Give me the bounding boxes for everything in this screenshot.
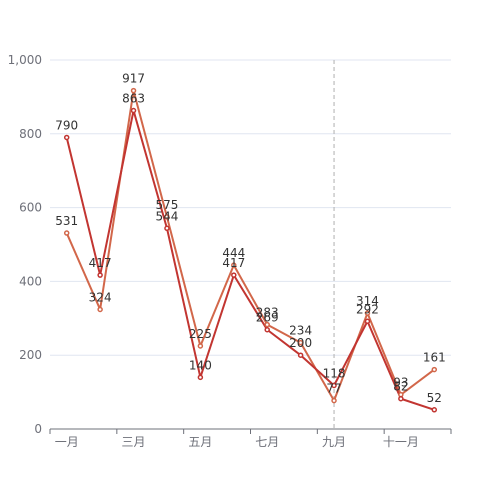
data-point: [364, 318, 371, 325]
data-point: [297, 352, 304, 358]
data-point: [231, 272, 237, 278]
y-tick-label: 1,000: [8, 53, 42, 67]
data-label: 140: [189, 358, 212, 372]
data-point: [197, 343, 204, 349]
y-tick-label: 800: [19, 127, 42, 141]
data-point: [331, 382, 337, 389]
data-label: 52: [427, 391, 442, 405]
data-point: [331, 397, 337, 404]
y-tick-label: 600: [19, 201, 42, 215]
data-point: [63, 134, 70, 141]
data-point: [97, 272, 103, 278]
data-label: 292: [356, 302, 379, 316]
x-tick-label: 五月: [188, 435, 212, 449]
data-point: [231, 262, 237, 268]
data-point: [431, 366, 438, 373]
x-tick-label: 三月: [122, 435, 146, 449]
x-tick-label: 七月: [255, 435, 279, 449]
data-label: 200: [289, 336, 312, 350]
data-label: 417: [222, 256, 245, 270]
data-label: 790: [55, 118, 78, 132]
data-point: [130, 107, 137, 114]
data-label: 417: [89, 256, 112, 270]
data-point: [63, 230, 70, 236]
data-point: [130, 87, 137, 94]
data-label: 544: [156, 209, 179, 223]
data-point: [431, 407, 438, 413]
y-tick-label: 400: [19, 274, 42, 288]
data-label: 225: [189, 327, 212, 341]
data-label: 77: [326, 382, 341, 396]
data-point: [164, 225, 170, 232]
x-tick-label: 九月: [322, 435, 346, 449]
data-label: 82: [393, 380, 408, 394]
data-label: 917: [122, 72, 145, 86]
x-tick-label: 十一月: [383, 435, 419, 449]
data-label: 575: [156, 198, 179, 212]
data-label: 234: [289, 324, 312, 338]
data-label: 161: [423, 351, 446, 365]
data-label: 314: [356, 294, 379, 308]
series-line-2: [65, 109, 435, 411]
data-point: [297, 339, 304, 346]
data-label: 531: [55, 214, 78, 228]
data-label: 444: [222, 246, 245, 260]
data-point: [197, 374, 204, 381]
data-label: 118: [323, 366, 346, 380]
data-label: 269: [256, 311, 279, 325]
x-tick-label: 一月: [55, 435, 79, 449]
data-point: [264, 326, 270, 333]
data-label: 324: [89, 290, 112, 304]
data-label: 283: [256, 306, 279, 320]
series-line-1: [65, 89, 435, 402]
y-tick-label: 200: [19, 348, 42, 362]
data-label: 863: [122, 92, 145, 106]
data-point: [264, 321, 270, 328]
y-tick-label: 0: [34, 422, 42, 436]
data-point: [398, 395, 404, 402]
data-point: [164, 214, 170, 220]
data-label: 93: [393, 376, 408, 390]
data-point: [364, 310, 371, 316]
data-point: [97, 306, 103, 313]
